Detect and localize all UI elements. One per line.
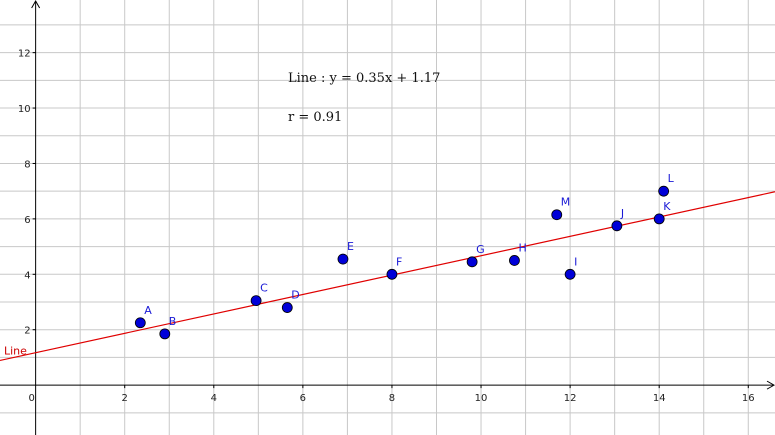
data-point-label-e: E <box>347 240 354 253</box>
data-points: A B C D E F G H I J K L M <box>134 172 675 340</box>
equation-annotation: Line : y = 0.35x + 1.17 <box>288 71 440 86</box>
data-point-e[interactable] <box>337 253 349 265</box>
tick-labels: 0 2 4 6 8 10 12 14 16 2 4 6 8 10 12 <box>18 49 755 404</box>
x-tick-label: 8 <box>389 393 395 404</box>
y-tick-label: 10 <box>18 104 31 115</box>
data-point-label-a: A <box>144 304 152 317</box>
x-tick-label: 0 <box>28 393 34 404</box>
data-point-label-b: B <box>169 315 177 328</box>
data-point-k[interactable] <box>653 213 665 225</box>
y-tick-label: 2 <box>24 326 30 337</box>
y-tick-label: 6 <box>24 215 30 226</box>
y-tick-label: 4 <box>24 270 30 281</box>
x-tick-label: 12 <box>564 393 577 404</box>
data-point-j[interactable] <box>611 220 623 232</box>
data-point-label-j: J <box>620 207 624 220</box>
data-point-i[interactable] <box>564 268 576 280</box>
data-point-m[interactable] <box>551 209 563 221</box>
data-point-label-d: D <box>291 289 299 302</box>
x-tick-label: 2 <box>122 393 128 404</box>
correlation-annotation: r = 0.91 <box>288 110 342 125</box>
data-point-label-c: C <box>260 282 268 295</box>
data-point-f[interactable] <box>386 268 398 280</box>
x-tick-label: 16 <box>742 393 755 404</box>
data-point-l[interactable] <box>658 185 670 197</box>
data-point-label-i: I <box>574 255 577 268</box>
data-point-h[interactable] <box>509 255 520 266</box>
x-axis-arrow <box>766 380 775 390</box>
data-point-label-m: M <box>561 196 571 209</box>
data-point-d[interactable] <box>281 302 293 313</box>
x-tick-label: 6 <box>300 393 306 404</box>
data-point-label-g: G <box>476 243 485 256</box>
data-point-label-l: L <box>668 172 675 185</box>
x-tick-label: 4 <box>211 393 217 404</box>
data-point-label-f: F <box>396 255 402 268</box>
y-tick-label: 8 <box>24 159 30 170</box>
y-axis-arrow <box>31 0 41 9</box>
data-point-b[interactable] <box>159 328 171 340</box>
regression-line-label: Line <box>4 344 27 357</box>
x-tick-label: 14 <box>653 393 666 404</box>
data-point-a[interactable] <box>134 317 146 329</box>
data-point-label-h: H <box>518 241 526 254</box>
data-point-g[interactable] <box>466 256 478 268</box>
data-point-label-k: K <box>663 200 671 213</box>
y-tick-label: 12 <box>18 49 31 60</box>
data-point-c[interactable] <box>250 295 262 307</box>
x-tick-label: 10 <box>475 393 488 404</box>
